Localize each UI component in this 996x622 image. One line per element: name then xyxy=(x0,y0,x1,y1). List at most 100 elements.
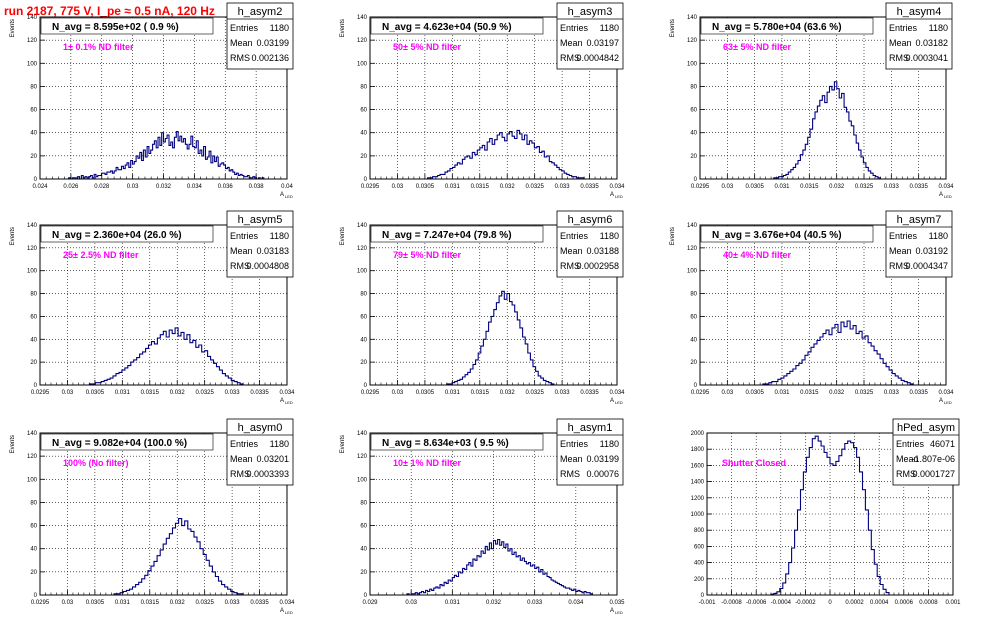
x-tick-label: 0.0315 xyxy=(800,390,819,396)
stats-key-entries: Entries xyxy=(230,23,259,33)
stats-title: h_asym1 xyxy=(568,422,613,434)
stats-value-mean: 0.03199 xyxy=(256,38,289,48)
x-tick-label: 0.03 xyxy=(62,390,74,396)
y-tick-label: 120 xyxy=(357,454,368,460)
stats-key-mean: Mean xyxy=(230,38,253,48)
x-tick-label: 0.034 xyxy=(568,600,584,606)
x-tick-label: 0.0295 xyxy=(691,390,710,396)
navg-label: N_avg = 8.595e+02 ( 0.9 %) xyxy=(52,22,179,33)
x-axis-label: A xyxy=(610,192,614,198)
stats-value-mean: 0.03192 xyxy=(915,246,948,256)
stats-box xyxy=(556,210,624,278)
x-tick-label: 0.033 xyxy=(555,184,571,190)
histogram-bars-h_asym4 xyxy=(773,81,881,179)
navg-label: N_avg = 9.082e+04 (100.0 %) xyxy=(52,438,187,449)
stats-value-entries: 1180 xyxy=(929,231,948,241)
y-tick-label: 140 xyxy=(357,15,368,21)
y-tick-label: 40 xyxy=(360,337,367,343)
x-axis-label: A xyxy=(280,398,284,404)
y-tick-label: 600 xyxy=(694,544,705,550)
y-axis-label: Events xyxy=(340,227,346,245)
x-tick-label: 0.031 xyxy=(774,184,790,190)
stats-value-rms: 0.0004842 xyxy=(576,53,619,63)
y-tick-label: 100 xyxy=(687,61,698,67)
x-tick-label: 0.026 xyxy=(63,184,79,190)
navg-box xyxy=(370,225,544,243)
stats-value-rms: 0.00076 xyxy=(586,469,619,479)
plot-frame xyxy=(39,432,288,596)
navg-label: N_avg = 4.623e+04 (50.9 %) xyxy=(382,22,512,33)
y-tick-label: 120 xyxy=(357,38,368,44)
x-axis-label: A xyxy=(610,608,614,614)
navg-box xyxy=(370,17,544,35)
x-tick-label: 0.0315 xyxy=(471,390,490,396)
stats-box xyxy=(885,2,953,70)
x-tick-label: 0.033 xyxy=(884,390,900,396)
y-tick-label: 140 xyxy=(357,431,368,437)
x-tick-label: 0.032 xyxy=(500,184,516,190)
stats-key-mean: Mean xyxy=(560,246,583,256)
navg-box xyxy=(700,225,874,243)
stats-value-entries: 1180 xyxy=(270,439,289,449)
navg-box xyxy=(40,225,214,243)
histogram-panel-h_asym4: 0.0295 0.03 0.0305 0.031 0.0315 0.032 0.0325 0.… xyxy=(670,2,954,199)
x-tick-label: 0.03 xyxy=(721,390,733,396)
y-tick-label: 1000 xyxy=(691,512,705,518)
y-tick-label: 0 xyxy=(364,177,368,183)
stats-key-rms: RMS xyxy=(230,53,250,63)
x-tick-label: 0.0315 xyxy=(800,184,819,190)
stats-key-mean: Mean xyxy=(889,38,912,48)
x-tick-label: 0.04 xyxy=(281,184,293,190)
y-tick-label: 60 xyxy=(30,108,37,114)
stats-value-entries: 1180 xyxy=(600,439,619,449)
y-tick-label: 20 xyxy=(360,360,367,366)
y-tick-label: 140 xyxy=(27,15,38,21)
histogram-bars-hPed_asym xyxy=(770,435,890,595)
stats-key-mean: Mean xyxy=(560,38,583,48)
y-tick-label: 120 xyxy=(27,454,38,460)
stats-box xyxy=(556,2,624,70)
x-tick-label: 0.034 xyxy=(609,184,625,190)
x-axis-label-subscript: LED xyxy=(944,194,952,199)
y-tick-label: 0 xyxy=(701,593,705,599)
stats-title: h_asym7 xyxy=(897,214,942,226)
histogram-panel-h_asym6: 0.0295 0.03 0.0305 0.031 0.0315 0.032 0.0325 0.… xyxy=(340,210,625,405)
stats-key-entries: Entries xyxy=(896,439,925,449)
x-tick-label: 0.034 xyxy=(279,390,295,396)
y-tick-label: 100 xyxy=(357,61,368,67)
x-tick-label: 0.024 xyxy=(32,184,48,190)
histogram-bars-h_asym0 xyxy=(113,518,244,595)
x-tick-label: 0.031 xyxy=(774,390,790,396)
x-tick-label: 0.03 xyxy=(405,600,417,606)
stats-value-mean: 0.03188 xyxy=(586,246,619,256)
histogram-bars-h_asym1 xyxy=(406,538,593,596)
x-tick-label: 0.0335 xyxy=(250,390,269,396)
x-tick-label: -0.0006 xyxy=(746,600,767,606)
x-tick-label: 0.0305 xyxy=(86,600,105,606)
y-tick-label: 40 xyxy=(690,337,697,343)
y-tick-label: 40 xyxy=(30,337,37,343)
x-tick-label: 0.031 xyxy=(115,390,131,396)
y-tick-label: 0 xyxy=(34,383,38,389)
stats-value-mean: 0.03201 xyxy=(256,454,289,464)
x-tick-label: 0.0004 xyxy=(870,600,889,606)
stats-value-rms: 0.0002958 xyxy=(576,261,619,271)
x-axis-label: A xyxy=(939,398,943,404)
histogram-panel-h_asym7: 0.0295 0.03 0.0305 0.031 0.0315 0.032 0.0325 0.… xyxy=(670,210,954,405)
stats-key-rms: RMS xyxy=(560,261,580,271)
stats-value-mean: -1.807e-06 xyxy=(911,454,955,464)
x-tick-label: 0.031 xyxy=(445,600,461,606)
stats-value-rms: 0.0001727 xyxy=(912,469,955,479)
x-tick-label: 0.032 xyxy=(829,390,845,396)
filter-annotation: Shutter Closed xyxy=(722,458,786,468)
y-axis-label: Events xyxy=(340,19,346,37)
x-tick-label: 0.0305 xyxy=(416,390,435,396)
stats-value-entries: 46071 xyxy=(930,439,955,449)
x-axis-label: A xyxy=(280,608,284,614)
stats-value-entries: 1180 xyxy=(270,231,289,241)
plot-frame xyxy=(369,224,618,386)
y-axis-label: Events xyxy=(10,227,16,245)
histogram-bars-h_asym7 xyxy=(762,320,914,385)
stats-key-rms: RMS xyxy=(889,53,909,63)
